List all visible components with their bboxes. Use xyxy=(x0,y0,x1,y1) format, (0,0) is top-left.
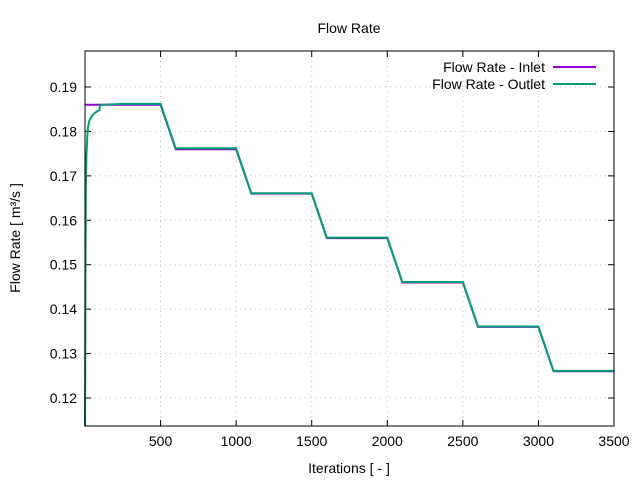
y-tick-label: 0.14 xyxy=(50,301,77,317)
ticks: 500 1000 1500 2000 2500 3000 3500 0.12 0.13 0.14 0… xyxy=(50,51,630,449)
y-tick-label: 0.16 xyxy=(50,212,77,228)
y-axis-label: Flow Rate [ m³/s ] xyxy=(7,183,23,293)
y-tick-label: 0.15 xyxy=(50,257,77,273)
x-tick-label: 2000 xyxy=(372,433,403,449)
x-tick-label: 2500 xyxy=(447,433,478,449)
plot-frame xyxy=(84,50,615,427)
y-tick-label: 0.17 xyxy=(50,168,77,184)
y-tick-label: 0.19 xyxy=(50,79,77,95)
y-tick-label: 0.13 xyxy=(50,346,77,362)
legend-label-outlet: Flow Rate - Outlet xyxy=(432,76,545,92)
chart-title: Flow Rate xyxy=(317,20,380,36)
y-tick-label: 0.12 xyxy=(50,390,77,406)
series xyxy=(84,102,614,427)
series-line-outlet xyxy=(84,102,614,427)
legend: Flow Rate - Inlet Flow Rate - Outlet xyxy=(432,59,596,92)
x-tick-label: 500 xyxy=(149,433,173,449)
x-tick-label: 3000 xyxy=(523,433,554,449)
legend-label-inlet: Flow Rate - Inlet xyxy=(443,59,545,75)
x-tick-label: 1500 xyxy=(296,433,327,449)
x-tick-label: 1000 xyxy=(221,433,252,449)
y-tick-label: 0.18 xyxy=(50,123,77,139)
x-axis-label: Iterations [ - ] xyxy=(308,460,390,476)
grid xyxy=(85,51,614,426)
x-tick-label: 3500 xyxy=(598,433,629,449)
